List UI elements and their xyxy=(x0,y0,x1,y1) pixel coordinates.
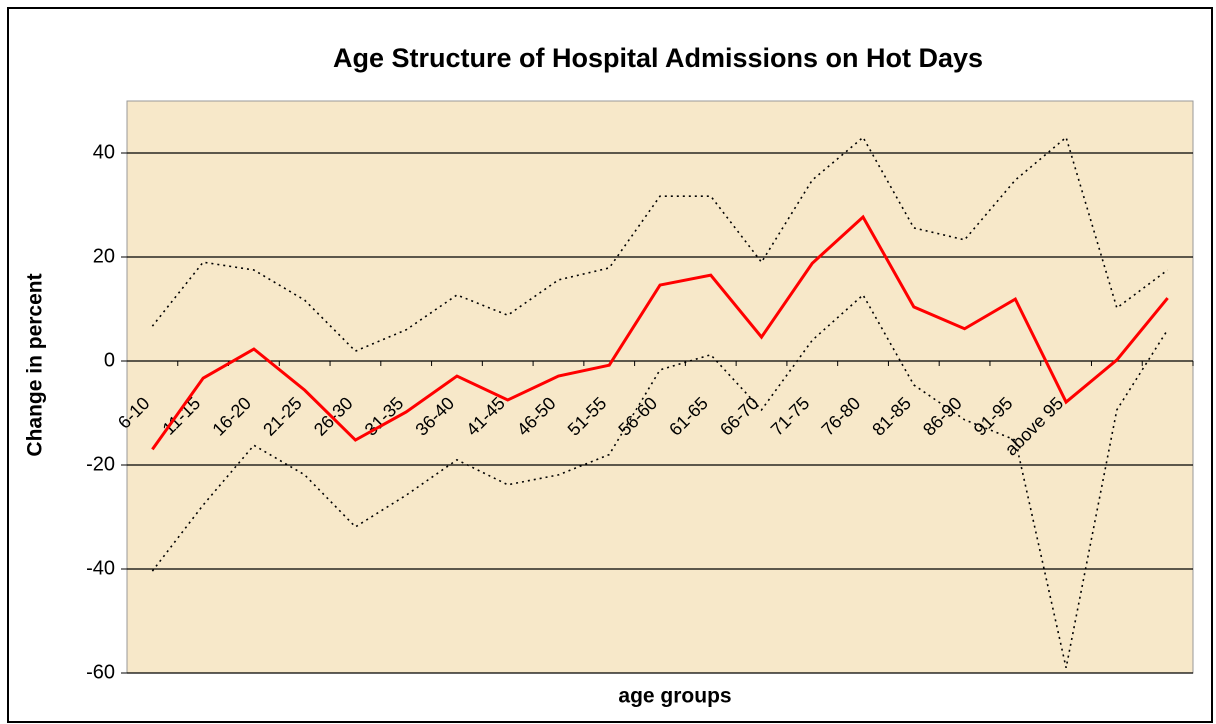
chart-title: Age Structure of Hospital Admissions on … xyxy=(333,43,983,73)
y-tick-label: -60 xyxy=(86,661,115,683)
y-tick-label: -40 xyxy=(86,557,115,579)
series-line xyxy=(151,214,1169,451)
y-axis-label: Change in percent xyxy=(24,273,47,456)
y-tick-label: 40 xyxy=(93,141,115,163)
x-axis-label: age groups xyxy=(618,685,731,708)
y-tick-label: -20 xyxy=(86,453,115,475)
y-tick-label: 20 xyxy=(93,245,115,267)
series-line xyxy=(151,136,1169,353)
plot-area xyxy=(126,100,1194,674)
y-tick-label: 0 xyxy=(104,349,115,371)
